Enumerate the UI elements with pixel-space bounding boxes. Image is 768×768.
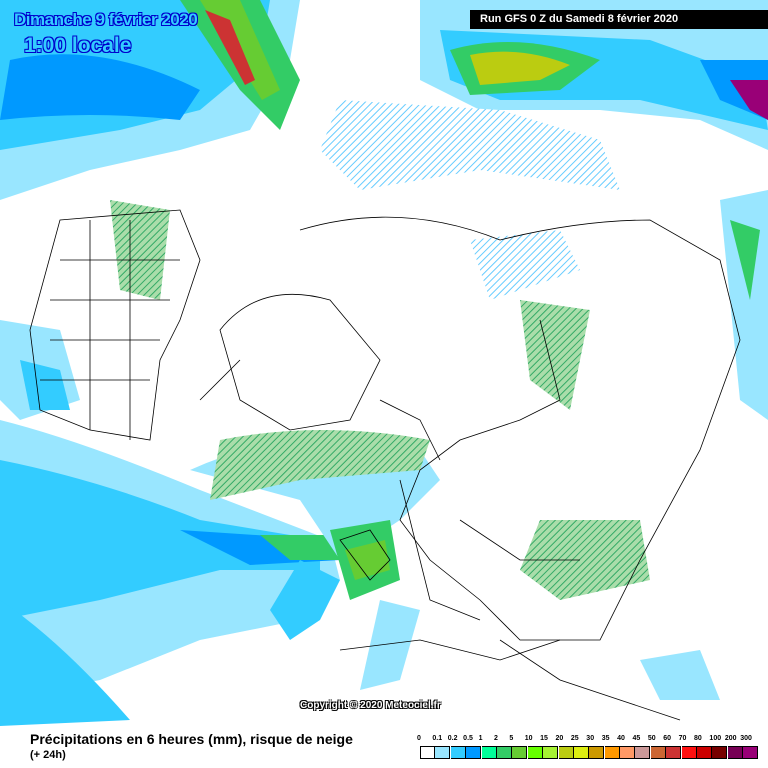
precipitation-legend: 0 0.1 0.2 0.5 1 2 5 10 15 20 25 30 35 40 45 50 60 70 80 100…	[417, 734, 759, 759]
legend-label: 0	[417, 735, 421, 742]
legend-item: 25	[570, 734, 589, 759]
legend-item: 45	[632, 734, 651, 759]
legend-swatch	[681, 746, 697, 759]
legend-item: 200	[724, 734, 743, 759]
legend-label: 25	[570, 735, 579, 742]
legend-label: 100	[709, 735, 722, 742]
legend-item: 30	[586, 734, 605, 759]
legend-item: 40	[617, 734, 636, 759]
legend-label: 300	[740, 735, 752, 742]
forecast-offset: (+ 24h)	[30, 749, 66, 761]
legend-item: 0.2	[447, 734, 466, 759]
legend-label: 0.2	[447, 735, 458, 742]
legend-item: 70	[678, 734, 697, 759]
legend-label: 15	[540, 735, 548, 742]
legend-label: 40	[617, 735, 625, 742]
legend-label: 35	[601, 735, 610, 742]
legend-item: 60	[663, 734, 682, 759]
legend-label: 10	[524, 735, 533, 742]
footer: Précipitations en 6 heures (mm), risque …	[0, 726, 768, 768]
legend-label: 60	[663, 735, 672, 742]
legend-label: 1	[478, 735, 483, 742]
legend-item: 300	[740, 734, 759, 759]
legend-swatch	[743, 746, 759, 759]
legend-label: 45	[632, 735, 641, 742]
legend-swatch	[512, 746, 528, 759]
legend-swatch	[481, 746, 497, 759]
legend-swatch	[604, 746, 620, 759]
legend-swatch	[589, 746, 605, 759]
legend-swatch	[697, 746, 713, 759]
legend-label: 0.1	[432, 735, 443, 742]
coastlines-and-borders	[29, 209, 741, 721]
legend-swatch	[727, 746, 743, 759]
legend-label: 20	[555, 735, 564, 742]
forecast-date: Dimanche 9 février 2020	[14, 10, 198, 29]
legend-swatch	[712, 746, 728, 759]
legend-label: 30	[586, 735, 595, 742]
legend-label: 2	[493, 735, 498, 742]
legend-swatch	[635, 746, 651, 759]
legend-swatch	[420, 746, 435, 759]
legend-swatch	[466, 746, 482, 759]
legend-item: 0	[417, 734, 435, 759]
legend-label: 200	[724, 735, 737, 742]
legend-item: 100	[709, 734, 728, 759]
legend-swatch	[650, 746, 666, 759]
precipitation-areas	[0, 0, 768, 726]
legend-label: 50	[647, 735, 656, 742]
legend-swatch	[435, 746, 451, 759]
legend-item: 5	[509, 734, 528, 759]
map-caption: Précipitations en 6 heures (mm), risque …	[30, 731, 353, 747]
legend-swatch	[527, 746, 543, 759]
legend-item: 15	[540, 734, 559, 759]
legend-swatch	[496, 746, 512, 759]
forecast-time: 1:00 locale	[24, 34, 132, 57]
precipitation-map	[0, 0, 768, 726]
legend-swatch	[450, 746, 466, 759]
legend-item: 2	[493, 734, 512, 759]
copyright: Copyright © 2020 Meteociel.fr	[300, 700, 441, 711]
legend-swatch	[620, 746, 636, 759]
legend-swatch	[666, 746, 682, 759]
legend-label: 80	[694, 735, 702, 742]
legend-item: 20	[555, 734, 574, 759]
legend-item: 80	[694, 734, 713, 759]
legend-item: 0.5	[463, 734, 482, 759]
model-run-label: Run GFS 0 Z du Samedi 8 février 2020	[470, 10, 768, 29]
legend-item: 50	[647, 734, 666, 759]
legend-label: 5	[509, 735, 514, 742]
legend-label: 0.5	[463, 735, 473, 742]
legend-item: 10	[524, 734, 543, 759]
legend-item: 0.1	[432, 734, 451, 759]
legend-swatch	[558, 746, 574, 759]
legend-swatch	[573, 746, 589, 759]
legend-label: 70	[678, 735, 687, 742]
legend-item: 35	[601, 734, 620, 759]
legend-item: 1	[478, 734, 497, 759]
legend-swatch	[543, 746, 559, 759]
